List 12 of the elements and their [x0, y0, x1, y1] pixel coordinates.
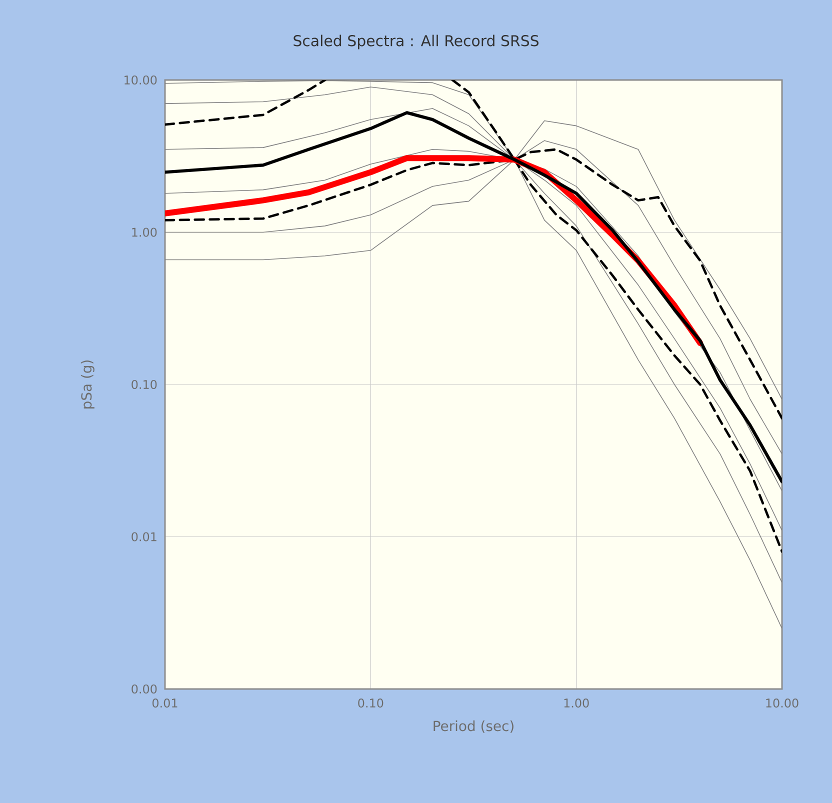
chart-title: Scaled Spectra : All Record SRSS — [294, 34, 539, 50]
y-tick-label: 1.00 — [132, 228, 157, 237]
y-tick-label: 0.10 — [132, 380, 157, 390]
x-tick-label: 0.10 — [358, 698, 384, 708]
y-tick-label: 0.00 — [132, 684, 157, 694]
y-axis-title: pSa (g) — [80, 360, 94, 408]
x-tick-label: 10.00 — [766, 698, 798, 708]
x-axis-title: Period (sec) — [434, 720, 514, 733]
x-tick-label: 0.01 — [152, 698, 178, 708]
y-tick-label: 0.01 — [132, 532, 156, 542]
y-tick-label: 10.00 — [124, 75, 157, 85]
x-tick-label: 1.00 — [564, 698, 589, 708]
